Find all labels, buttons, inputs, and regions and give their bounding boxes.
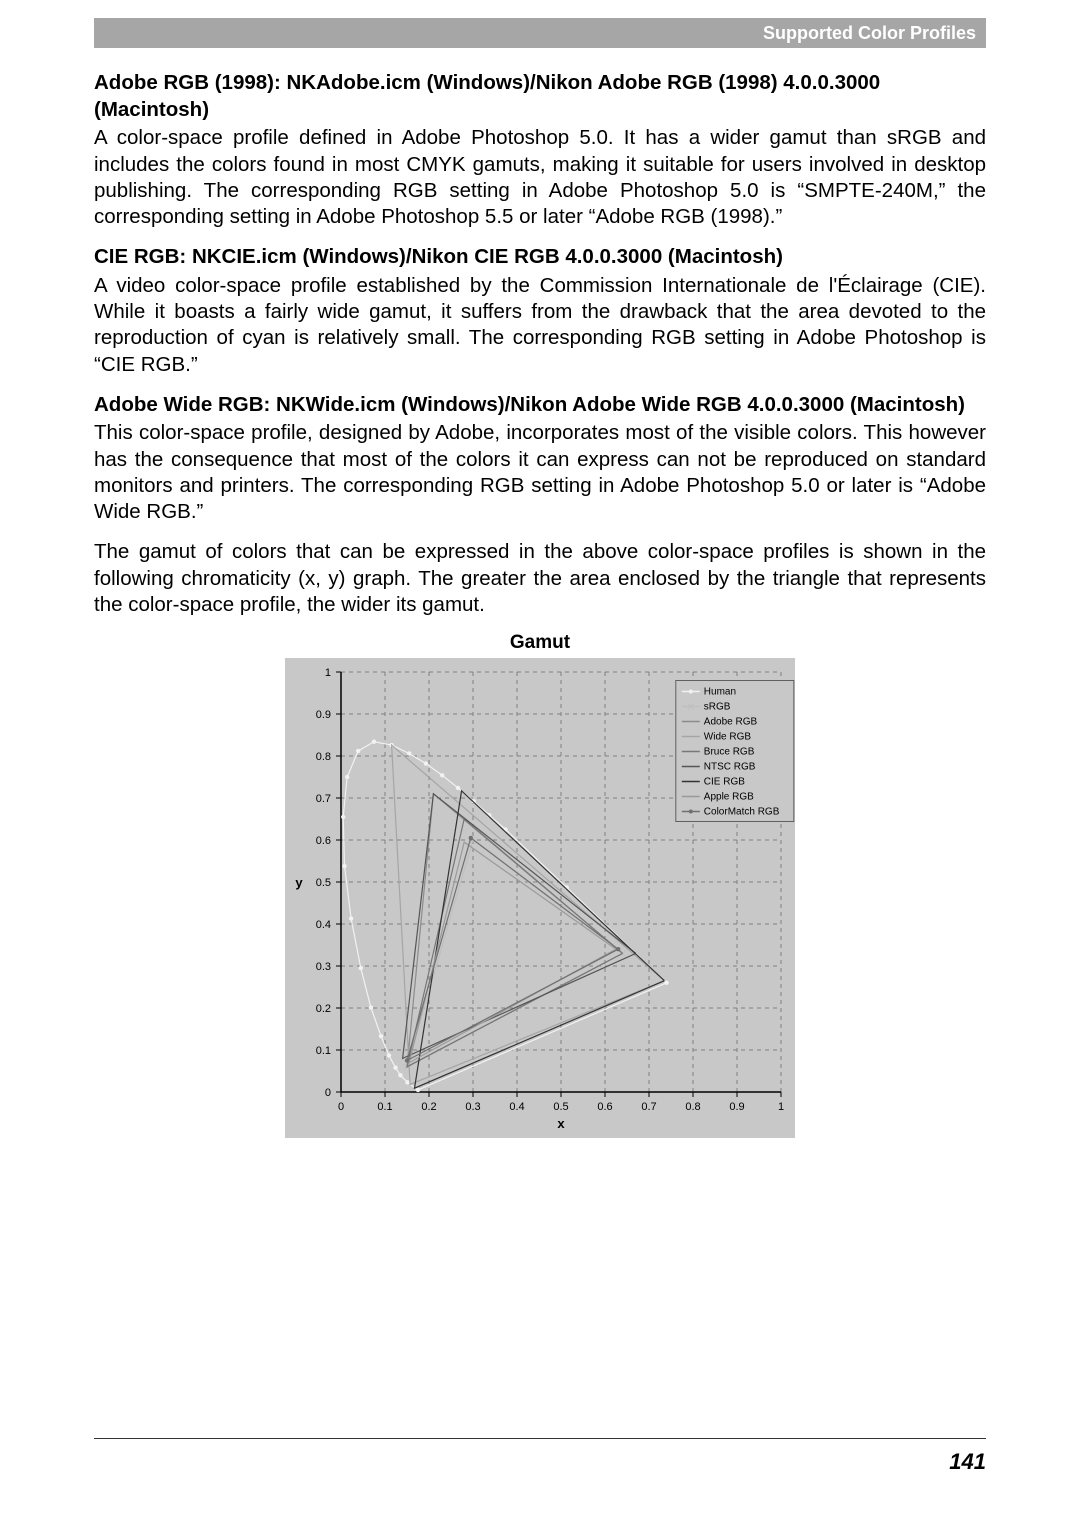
svg-text:0.9: 0.9 (729, 1101, 744, 1113)
svg-text:0.2: 0.2 (421, 1101, 436, 1113)
header-bar: Supported Color Profiles (94, 18, 986, 48)
svg-text:CIE RGB: CIE RGB (704, 777, 745, 788)
svg-text:1: 1 (778, 1101, 784, 1113)
section-body-1: A color-space profile defined in Adobe P… (94, 125, 986, 230)
svg-text:0.3: 0.3 (316, 961, 331, 973)
svg-text:1: 1 (325, 667, 331, 679)
chart-wrap: 0 0.1 0.2 0.3 0.4 0.5 0.6 0.7 0.8 0.9 1 0 0.1 0.2 0.3 0… (94, 658, 986, 1138)
page-number: 141 (949, 1449, 986, 1475)
svg-text:Human: Human (704, 687, 736, 698)
svg-text:NTSC RGB: NTSC RGB (704, 762, 756, 773)
svg-text:0.1: 0.1 (316, 1045, 331, 1057)
section-title-3: Adobe Wide RGB: NKWide.icm (Windows)/Nik… (94, 392, 986, 419)
svg-text:y: y (295, 875, 303, 890)
svg-text:0.6: 0.6 (597, 1101, 612, 1113)
content-area: Adobe RGB (1998): NKAdobe.icm (Windows)/… (94, 60, 986, 1138)
svg-text:0.6: 0.6 (316, 835, 331, 847)
svg-text:0.1: 0.1 (377, 1101, 392, 1113)
svg-text:0.7: 0.7 (316, 793, 331, 805)
svg-text:sRGB: sRGB (704, 702, 731, 713)
header-title: Supported Color Profiles (763, 23, 976, 44)
closing-paragraph: The gamut of colors that can be expresse… (94, 539, 986, 618)
svg-text:0.8: 0.8 (316, 751, 331, 763)
section-body-2: A video color-space profile established … (94, 273, 986, 378)
section-title-1: Adobe RGB (1998): NKAdobe.icm (Windows)/… (94, 70, 986, 123)
svg-text:x: x (557, 1116, 565, 1131)
svg-text:Adobe RGB: Adobe RGB (704, 717, 758, 728)
footer-rule (94, 1438, 986, 1439)
section-body-3: This color-space profile, designed by Ad… (94, 420, 986, 525)
svg-text:0.4: 0.4 (509, 1101, 524, 1113)
svg-text:0.8: 0.8 (685, 1101, 700, 1113)
svg-text:0.5: 0.5 (553, 1101, 568, 1113)
svg-text:Bruce RGB: Bruce RGB (704, 747, 755, 758)
svg-text:ColorMatch RGB: ColorMatch RGB (704, 807, 780, 818)
svg-text:0.5: 0.5 (316, 877, 331, 889)
svg-text:0: 0 (325, 1087, 331, 1099)
svg-text:0.9: 0.9 (316, 709, 331, 721)
svg-text:Apple RGB: Apple RGB (704, 792, 754, 803)
svg-text:0.7: 0.7 (641, 1101, 656, 1113)
svg-text:0.2: 0.2 (316, 1003, 331, 1015)
section-title-2: CIE RGB: NKCIE.icm (Windows)/Nikon CIE R… (94, 244, 986, 271)
svg-text:0.4: 0.4 (316, 919, 331, 931)
svg-text:0.3: 0.3 (465, 1101, 480, 1113)
svg-text:0: 0 (338, 1101, 344, 1113)
gamut-chart: 0 0.1 0.2 0.3 0.4 0.5 0.6 0.7 0.8 0.9 1 0 0.1 0.2 0.3 0… (285, 658, 795, 1138)
chart-title: Gamut (94, 632, 986, 654)
svg-text:Wide RGB: Wide RGB (704, 732, 752, 743)
page: Supported Color Profiles Adobe RGB (1998… (0, 0, 1080, 1529)
